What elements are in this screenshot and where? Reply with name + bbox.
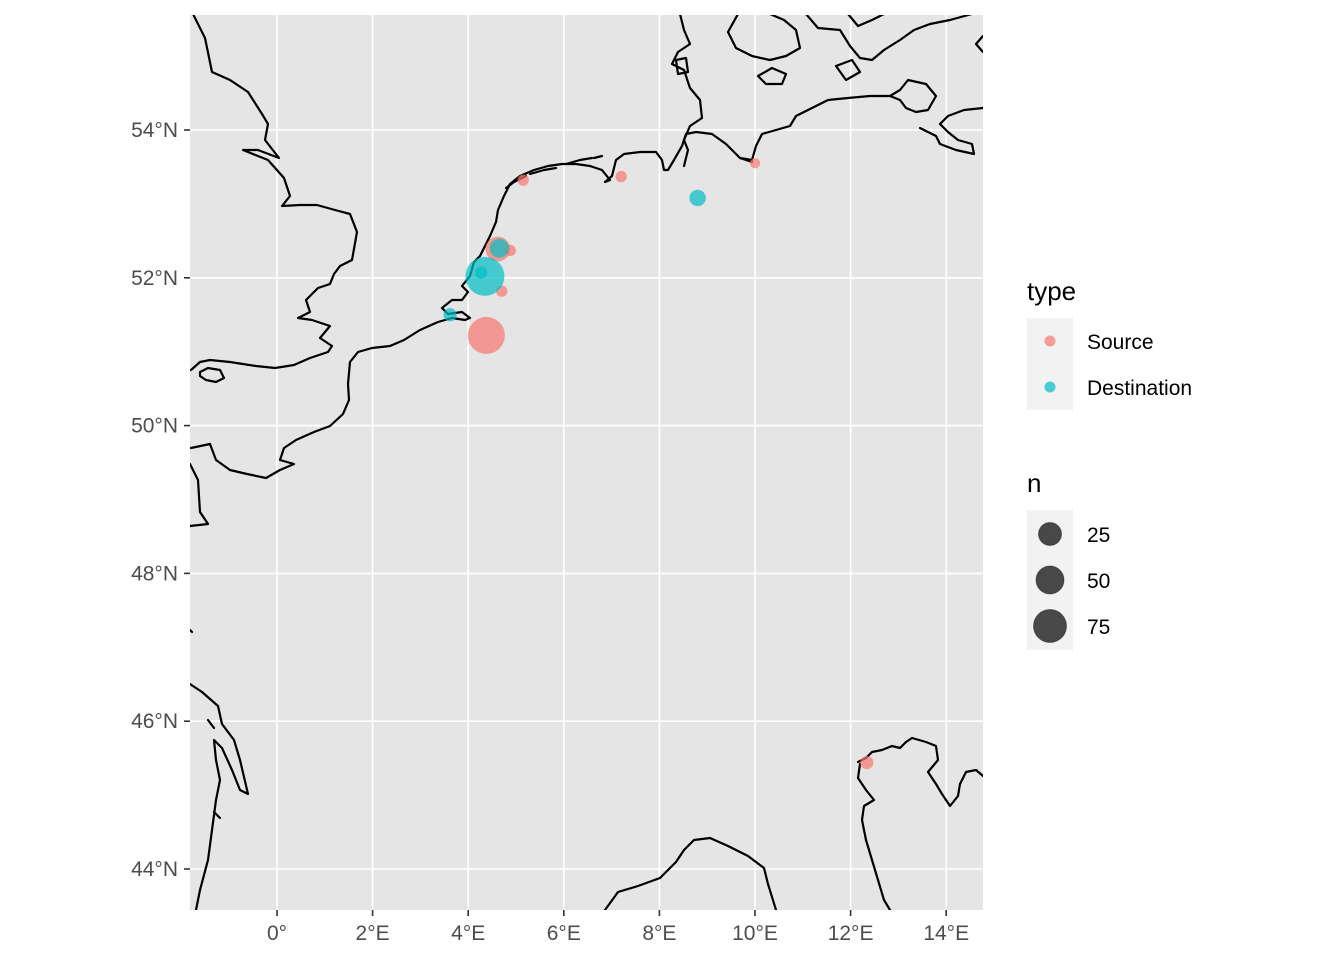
x-tick-label-5: 10°E (732, 922, 778, 945)
point-destination-11 (443, 308, 456, 321)
y-tick-label-5: 54°N (131, 119, 178, 142)
y-tick-label-1: 46°N (131, 710, 178, 733)
legend-size-label-25: 25 (1087, 524, 1110, 547)
legend-size-label-50: 50 (1087, 570, 1110, 593)
legend-type: type Source Destination (1027, 276, 1192, 410)
legend-type-title: type (1027, 276, 1076, 306)
plot-panel (190, 15, 983, 910)
point-source-5 (615, 171, 626, 182)
x-tick-label-7: 14°E (923, 922, 969, 945)
x-axis: 0° 2°E 4°E 6°E 8°E 10°E 12°E 14°E (267, 910, 969, 945)
point-destination-9 (490, 239, 509, 258)
y-tick-label-4: 52°N (131, 267, 178, 290)
legend-size-title: n (1027, 468, 1041, 498)
x-tick-label-6: 12°E (828, 922, 874, 945)
point-source-7 (860, 756, 873, 769)
legend-size-key-25 (1039, 523, 1062, 546)
point-source-4 (517, 175, 528, 186)
point-source-0 (468, 317, 505, 354)
legend-key-source (1045, 336, 1056, 347)
y-tick-label-3: 50°N (131, 415, 178, 438)
legend-label-source: Source (1087, 331, 1154, 354)
y-axis: 44°N 46°N 48°N 50°N 52°N 54°N (131, 119, 190, 881)
legend-label-destination: Destination (1087, 377, 1192, 400)
x-tick-label-2: 4°E (451, 922, 485, 945)
x-tick-label-3: 6°E (547, 922, 581, 945)
legend-type-key-background (1027, 318, 1073, 410)
y-tick-label-2: 48°N (131, 562, 178, 585)
x-tick-label-0: 0° (267, 922, 287, 945)
point-source-6 (750, 158, 760, 168)
legend-size-key-50 (1036, 566, 1064, 594)
x-tick-label-1: 2°E (356, 922, 390, 945)
legend-size: n 25 50 75 (1027, 468, 1110, 650)
x-tick-label-4: 8°E (642, 922, 676, 945)
legend-size-key-75 (1034, 610, 1067, 643)
point-destination-10 (475, 266, 487, 278)
legend-key-destination (1045, 382, 1056, 393)
y-tick-label-0: 44°N (131, 858, 178, 881)
legend-size-label-75: 75 (1087, 616, 1110, 639)
point-destination-12 (689, 190, 705, 206)
